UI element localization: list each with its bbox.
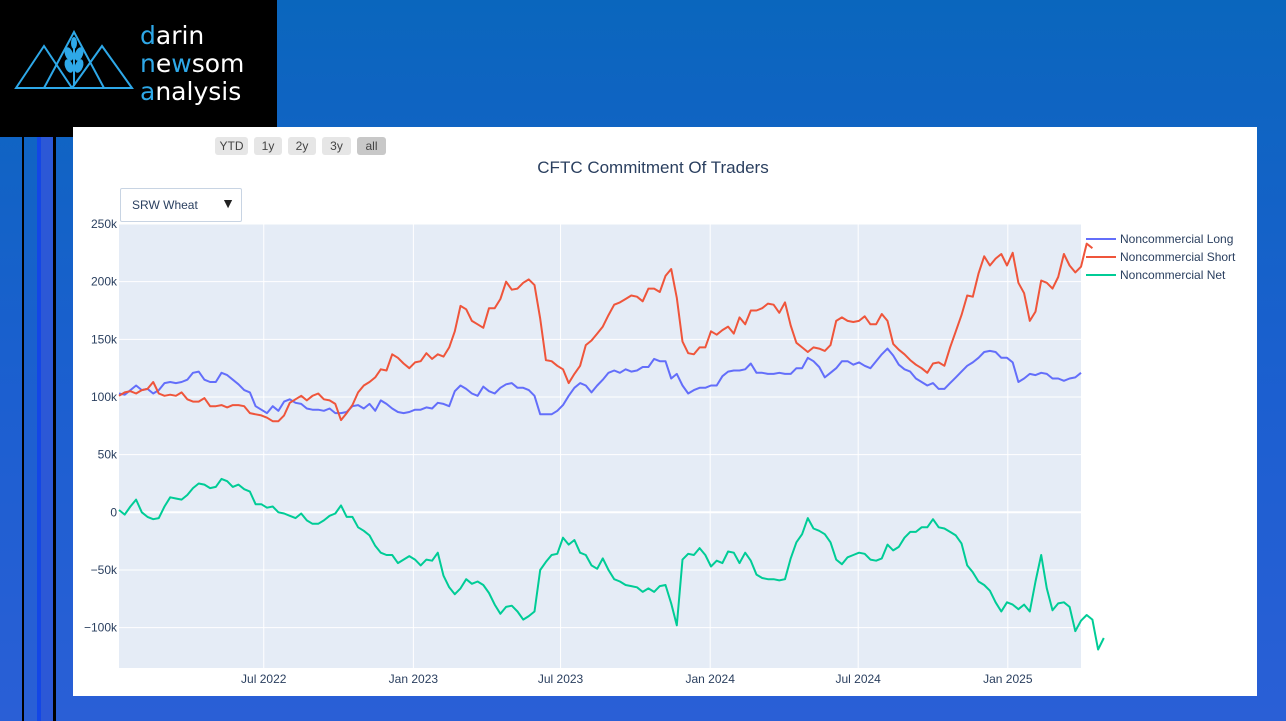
brand-line-1: darin <box>140 21 205 50</box>
x-tick-label: Jul 2022 <box>241 672 287 686</box>
legend-label: Noncommercial Net <box>1120 268 1226 282</box>
caret-down-icon: ▼ <box>221 195 235 211</box>
range-button-all[interactable]: all <box>357 137 386 155</box>
series-line-noncommercial-net <box>118 477 1105 651</box>
x-tick-label: Jan 2023 <box>389 672 439 686</box>
chart-legend: Noncommercial Long Noncommercial Short N… <box>1085 230 1235 284</box>
decor-stripe <box>37 137 41 721</box>
legend-label: Noncommercial Long <box>1120 232 1234 246</box>
range-button-1y[interactable]: 1y <box>254 137 282 155</box>
legend-label: Noncommercial Short <box>1120 250 1236 264</box>
y-tick-label: −50k <box>91 563 118 577</box>
decor-stripe <box>41 137 53 721</box>
y-tick-label: −100k <box>84 621 118 635</box>
range-button-3y[interactable]: 3y <box>322 137 351 155</box>
chart-title: CFTC Commitment Of Traders <box>537 158 769 177</box>
commodity-dropdown[interactable]: SRW Wheat ▼ <box>120 188 242 222</box>
wheat-mountains-icon <box>14 30 134 89</box>
legend-swatch <box>1086 274 1116 276</box>
y-tick-label: 250k <box>91 217 118 231</box>
decor-stripe <box>22 137 24 721</box>
x-tick-label: Jul 2023 <box>538 672 584 686</box>
range-button-ytd[interactable]: YTD <box>215 137 248 155</box>
brand-wordmark: darin newsom analysis <box>140 22 244 106</box>
decor-stripe <box>53 137 56 721</box>
legend-item-long[interactable]: Noncommercial Long <box>1085 230 1235 248</box>
x-tick-label: Jan 2024 <box>685 672 735 686</box>
chart-panel: Jul 2022 Jan 2023 Jul 2023 Jan 2024 Jul 2024… <box>73 127 1257 696</box>
legend-item-net[interactable]: Noncommercial Net <box>1085 266 1235 284</box>
y-tick-label: 150k <box>91 332 118 346</box>
y-tick-label: 200k <box>91 275 118 289</box>
legend-swatch <box>1086 238 1116 240</box>
brand-line-3: analysis <box>140 77 242 106</box>
range-button-2y[interactable]: 2y <box>288 137 316 155</box>
legend-item-short[interactable]: Noncommercial Short <box>1085 248 1235 266</box>
series-line-noncommercial-short <box>118 242 1094 423</box>
y-tick-label: 100k <box>91 390 118 404</box>
plot-area <box>119 224 1081 668</box>
x-tick-label: Jul 2024 <box>835 672 881 686</box>
brand-header: darin newsom analysis <box>0 0 277 137</box>
y-tick-label: 50k <box>98 448 118 462</box>
brand-line-2: newsom <box>140 49 245 78</box>
dropdown-value: SRW Wheat <box>132 198 198 212</box>
cot-line-chart: Jul 2022 Jan 2023 Jul 2023 Jan 2024 Jul 2024… <box>84 217 1105 686</box>
series-line-noncommercial-long <box>118 347 1082 416</box>
x-tick-label: Jan 2025 <box>983 672 1033 686</box>
legend-swatch <box>1086 256 1116 258</box>
y-tick-label: 0 <box>110 505 117 519</box>
